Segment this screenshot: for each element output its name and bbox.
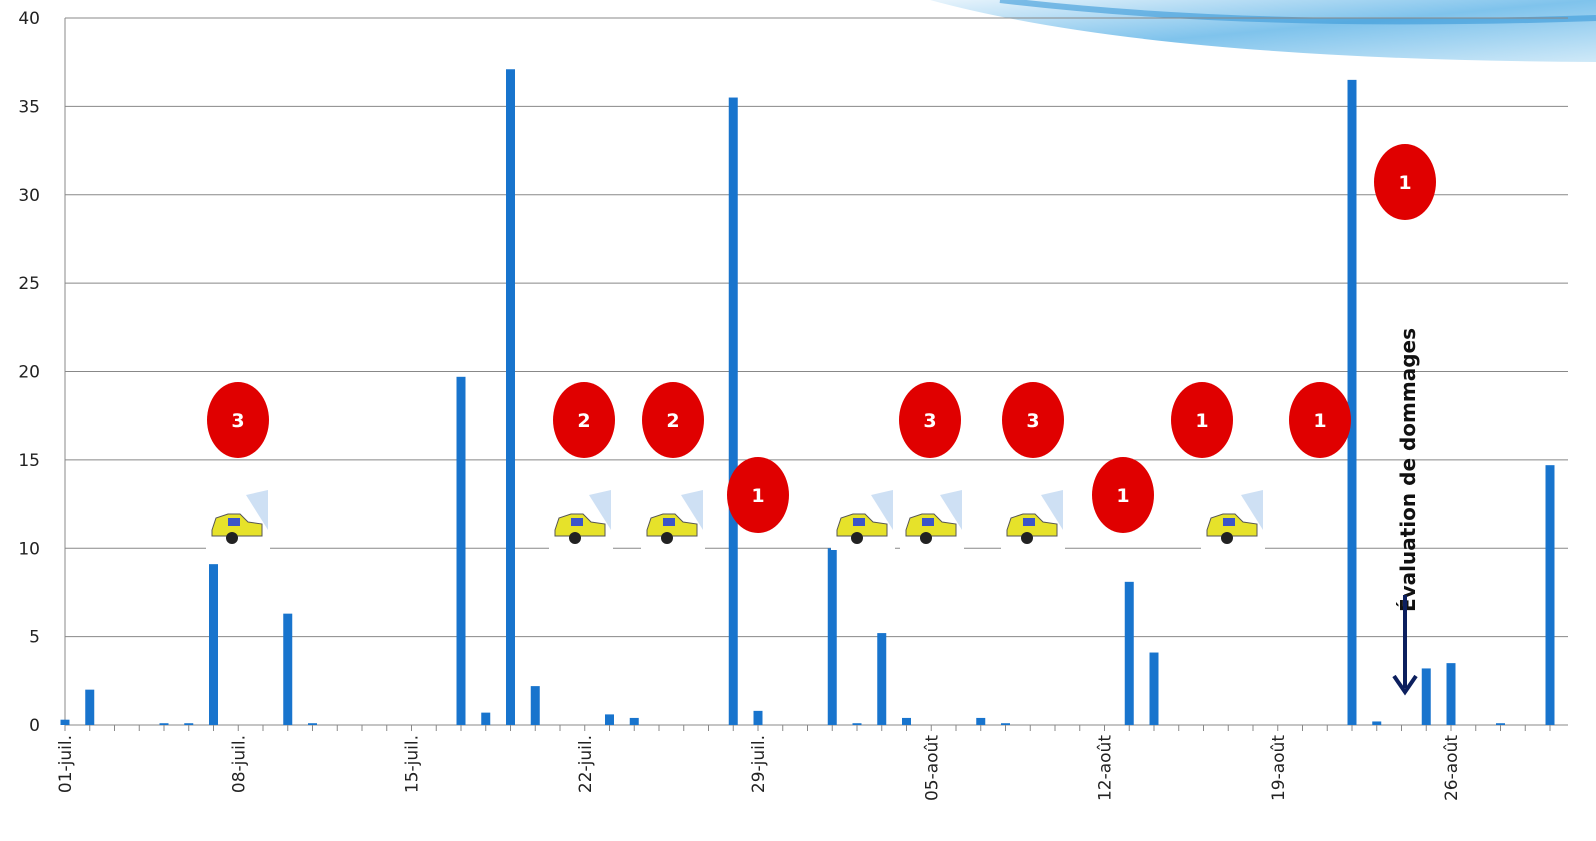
bar — [877, 633, 886, 725]
x-tick-label: 15-juil. — [403, 735, 423, 793]
icon-wheel — [920, 532, 932, 544]
x-tick-label: 22-juil. — [576, 735, 596, 793]
icon-wheel — [226, 532, 238, 544]
y-tick-label: 10 — [18, 539, 40, 559]
annotation-label: 2 — [577, 410, 590, 432]
x-tick-label: 08-juil. — [229, 735, 249, 793]
decoration — [930, 0, 1596, 62]
chart: 0 5 10 15 20 25 30 35 40 01-juil. 08-juil. 15-juil.… — [0, 0, 1596, 841]
bar — [1447, 663, 1456, 725]
annotation-label: 1 — [1195, 410, 1208, 432]
x-tick-label: 05-août — [922, 735, 942, 801]
x-tick-label: 01-juil. — [56, 735, 76, 793]
bar — [506, 69, 515, 725]
car-icon — [641, 490, 705, 550]
icon-window — [1023, 518, 1035, 526]
y-tick-label: 20 — [18, 363, 40, 383]
bar — [1496, 723, 1505, 725]
annotation-label: 1 — [1398, 172, 1411, 194]
annotation-label: 3 — [1026, 410, 1039, 432]
annotation-label: 3 — [923, 410, 936, 432]
bar — [1422, 668, 1431, 725]
bar — [976, 718, 985, 725]
icon-window — [571, 518, 583, 526]
x-tick-label: 26-août — [1442, 735, 1462, 801]
note: Évaluation de dommages — [1396, 328, 1420, 612]
annotation-label: 2 — [666, 410, 679, 432]
bar — [308, 723, 317, 725]
bar — [481, 713, 490, 725]
y-tick-label: 25 — [18, 274, 40, 294]
x-tick-label: 12-août — [1096, 735, 1116, 801]
icon-window — [853, 518, 865, 526]
bar — [605, 714, 614, 725]
car-icon — [206, 490, 270, 550]
y-tick-label: 40 — [18, 9, 40, 29]
bar — [457, 377, 466, 725]
icon-window — [922, 518, 934, 526]
bar — [85, 690, 94, 725]
annotation-label: 1 — [751, 485, 764, 507]
bar — [1001, 723, 1010, 725]
bar — [531, 686, 540, 725]
x-tick-label: 29-juil. — [749, 735, 769, 793]
annotation-label: 1 — [1313, 410, 1326, 432]
bar — [853, 723, 862, 725]
annotation-label: 3 — [231, 410, 244, 432]
bar — [209, 564, 218, 725]
icon-wheel — [661, 532, 673, 544]
y-tick-label: 30 — [18, 186, 40, 206]
icon-window — [228, 518, 240, 526]
bar — [902, 718, 911, 725]
icon-wheel — [1221, 532, 1233, 544]
car-icon — [831, 490, 895, 550]
bar — [828, 548, 837, 725]
bar — [61, 720, 70, 725]
y-tick-label: 35 — [18, 97, 40, 117]
bar — [184, 723, 193, 725]
x-tick-label: 19-août — [1269, 735, 1289, 801]
bar — [1546, 465, 1555, 725]
bar — [1125, 582, 1134, 725]
bar — [160, 723, 169, 725]
icon-window — [663, 518, 675, 526]
car-icon — [1201, 490, 1265, 550]
annotation-label: 1 — [1116, 485, 1129, 507]
bar — [754, 711, 763, 725]
bar — [1348, 80, 1357, 725]
car-icon — [900, 490, 964, 550]
y-tick-label: 15 — [18, 451, 40, 471]
y-tick-label: 5 — [29, 628, 40, 648]
bar — [1150, 653, 1159, 725]
bar — [630, 718, 639, 725]
car-icon — [549, 490, 613, 550]
car-icon — [1001, 490, 1065, 550]
icon-window — [1223, 518, 1235, 526]
icon-wheel — [1021, 532, 1033, 544]
bar — [729, 98, 738, 725]
bar — [1372, 721, 1381, 725]
bar — [283, 614, 292, 725]
icon-wheel — [569, 532, 581, 544]
icon-wheel — [851, 532, 863, 544]
y-tick-label: 0 — [29, 716, 40, 736]
